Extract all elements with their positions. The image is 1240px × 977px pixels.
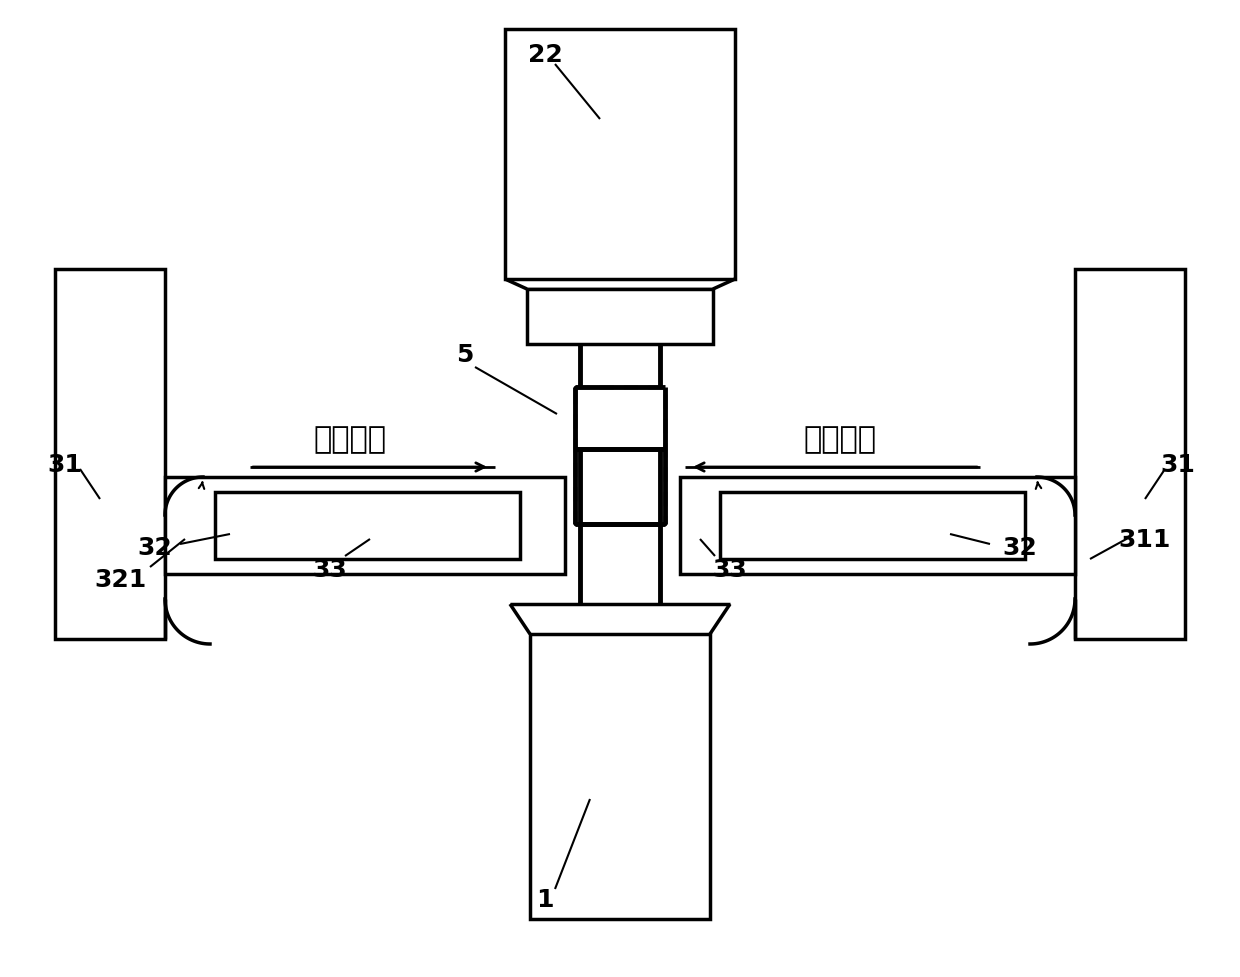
Text: 31: 31 [1161,452,1195,477]
Text: 31: 31 [47,452,82,477]
Bar [55,270,165,639]
Bar [529,634,711,919]
Text: 311: 311 [1118,528,1172,551]
Bar [580,449,660,525]
Bar [680,478,1075,574]
Text: 321: 321 [94,568,146,591]
Text: 1: 1 [536,887,554,912]
Text: 22: 22 [528,43,563,67]
Text: 32: 32 [1003,535,1038,560]
Text: 运动方向: 运动方向 [804,425,877,454]
Bar [1075,270,1185,639]
Text: 32: 32 [138,535,172,560]
Bar [215,492,520,560]
Text: 5: 5 [456,343,474,366]
Bar [505,30,735,279]
Bar [527,290,713,345]
Text: 33: 33 [713,558,748,581]
Text: 运动方向: 运动方向 [314,425,387,454]
Bar [720,492,1025,560]
Bar [165,478,565,574]
Text: 33: 33 [312,558,347,581]
